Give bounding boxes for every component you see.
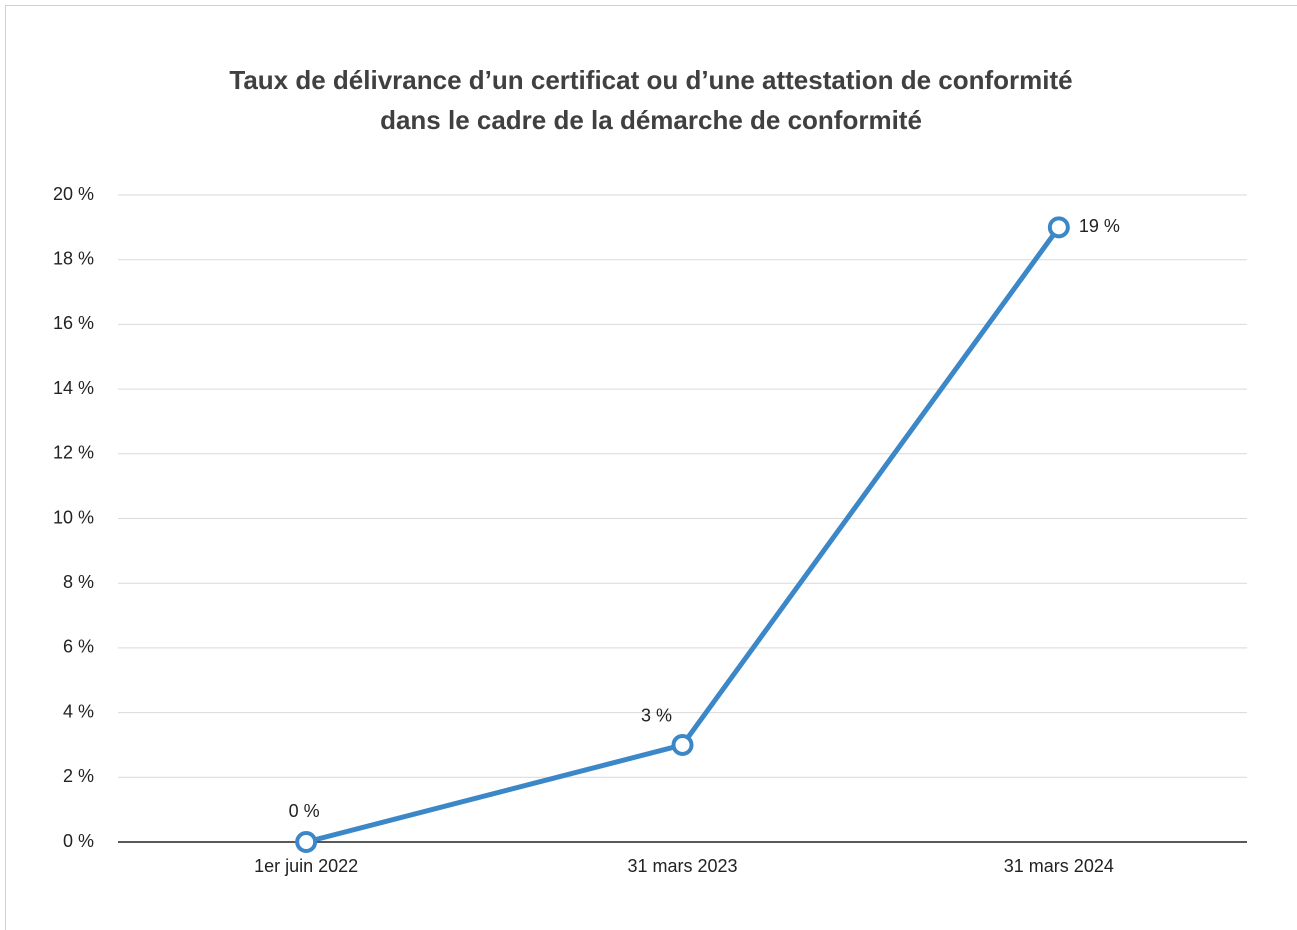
chart-frame — [5, 5, 1297, 930]
chart-title: dans le cadre de la démarche de conformi… — [380, 105, 922, 135]
line-marker — [671, 733, 694, 756]
line-marker — [1047, 216, 1070, 239]
y-tick-label: 6 % — [63, 637, 94, 657]
y-tick-label: 18 % — [53, 248, 94, 268]
x-tick-label: 31 mars 2024 — [1004, 856, 1114, 876]
line-marker — [295, 831, 318, 853]
y-tick-label: 8 % — [63, 572, 94, 592]
chart-title: Taux de délivrance d’un certificat ou d’… — [229, 65, 1072, 95]
y-tick-label: 10 % — [53, 507, 94, 527]
y-tick-label: 12 % — [53, 443, 94, 463]
y-tick-label: 20 % — [53, 184, 94, 204]
data-label: 0 % — [289, 801, 320, 821]
x-tick-label: 31 mars 2023 — [627, 856, 737, 876]
y-tick-label: 16 % — [53, 313, 94, 333]
data-label: 19 % — [1079, 216, 1120, 236]
y-tick-label: 0 % — [63, 831, 94, 851]
x-tick-label: 1er juin 2022 — [254, 856, 358, 876]
y-tick-label: 2 % — [63, 766, 94, 786]
y-tick-label: 4 % — [63, 701, 94, 721]
y-tick-label: 14 % — [53, 378, 94, 398]
data-label: 3 % — [641, 706, 672, 726]
